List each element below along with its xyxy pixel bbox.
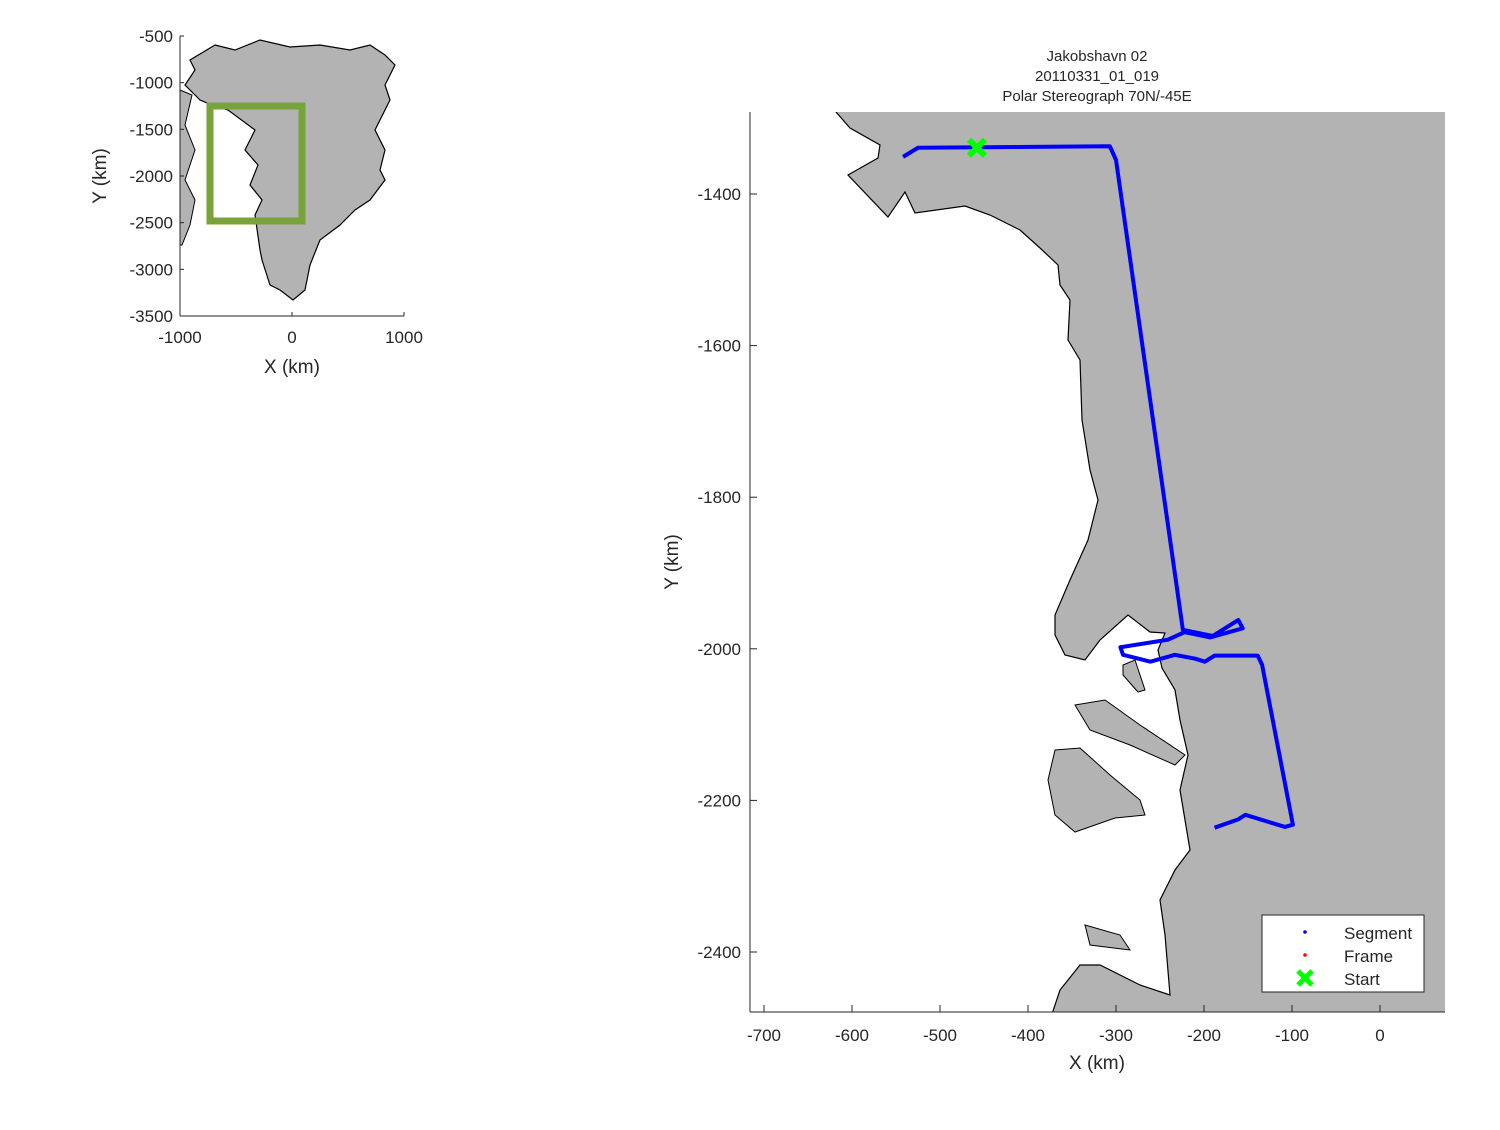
inset-ytick-label: -1500 bbox=[130, 120, 173, 139]
main-xtick-label: -600 bbox=[835, 1026, 869, 1045]
title-line-3: Polar Stereograph 70N/-45E bbox=[1002, 88, 1191, 105]
legend-segment-label: Segment bbox=[1344, 924, 1412, 943]
start-marker bbox=[966, 137, 988, 158]
inset-ytick-label: -2000 bbox=[130, 167, 173, 186]
main-map: -700 -600 -500 -400 -300 -200 -100 0 -1400 -1600 -… bbox=[662, 48, 1445, 1074]
legend-frame-label: Frame bbox=[1344, 947, 1393, 966]
inset-land-west bbox=[179, 89, 196, 246]
main-ytick-label: -2200 bbox=[698, 791, 741, 810]
island bbox=[1122, 659, 1146, 693]
start-marker-stroke bbox=[966, 137, 988, 158]
main-ytick-label: -2000 bbox=[698, 640, 741, 659]
title-line-1: Jakobshavn 02 bbox=[1047, 48, 1148, 65]
legend-start-marker bbox=[1296, 969, 1314, 987]
main-xtick-label: -100 bbox=[1275, 1026, 1309, 1045]
island bbox=[1047, 747, 1146, 833]
island bbox=[1074, 699, 1186, 766]
inset-xtick-label: -1000 bbox=[158, 328, 201, 347]
island bbox=[1084, 924, 1132, 951]
legend: Segment Frame Start bbox=[1261, 914, 1425, 993]
main-xtick-label: -500 bbox=[923, 1026, 957, 1045]
inset-ytick-label: -3500 bbox=[130, 307, 173, 326]
title-line-2: 20110331_01_019 bbox=[1035, 68, 1159, 85]
inset-xlabel: X (km) bbox=[264, 357, 320, 378]
main-xtick-label: -400 bbox=[1011, 1026, 1045, 1045]
main-ytick-label: -1800 bbox=[698, 488, 741, 507]
inset-ytick-label: -2500 bbox=[130, 214, 173, 233]
main-xtick-label: -300 bbox=[1099, 1026, 1133, 1045]
main-xtick-label: -700 bbox=[747, 1026, 781, 1045]
main-ytick-label: -2400 bbox=[698, 943, 741, 962]
inset-greenland bbox=[184, 39, 396, 301]
main-axes bbox=[749, 112, 1445, 1013]
main-xlabel: X (km) bbox=[1069, 1053, 1125, 1074]
segment-line bbox=[902, 144, 1295, 830]
inset-xtick-label: 0 bbox=[287, 328, 296, 347]
main-xtick-label: 0 bbox=[1375, 1026, 1384, 1045]
main-ytick-label: -1400 bbox=[698, 185, 741, 204]
inset-extent-box bbox=[206, 102, 306, 225]
legend-segment-marker bbox=[1303, 930, 1307, 934]
inset-ylabel: Y (km) bbox=[90, 148, 111, 204]
main-xtick-label: -200 bbox=[1187, 1026, 1221, 1045]
main-ylabel: Y (km) bbox=[662, 534, 683, 590]
legend-start-label: Start bbox=[1344, 970, 1380, 989]
inset-xtick-label: 1000 bbox=[385, 328, 423, 347]
main-ytick-label: -1600 bbox=[698, 337, 741, 356]
legend-frame-marker bbox=[1303, 953, 1307, 957]
inset-ytick-label: -500 bbox=[139, 27, 173, 46]
inset-ytick-label: -3000 bbox=[130, 260, 173, 279]
inset-map: -1000 0 1000 -500 -1000 -1500 -2000 -2500 -3000 -… bbox=[90, 27, 423, 378]
inset-ytick-label: -1000 bbox=[130, 74, 173, 93]
